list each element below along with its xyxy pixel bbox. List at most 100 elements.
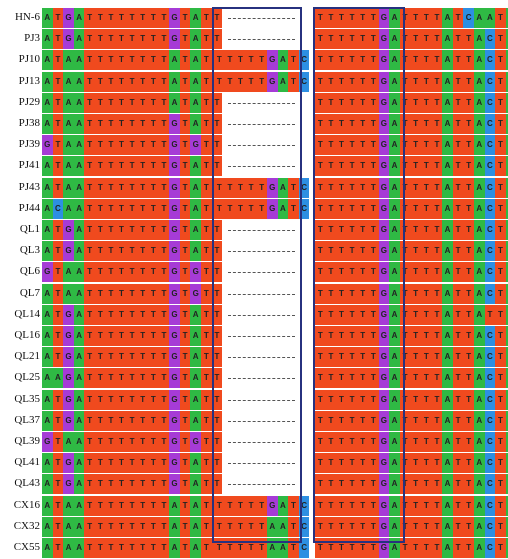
base-cell: G (378, 262, 390, 283)
base-cell: T (368, 453, 379, 474)
base-cell: T (148, 92, 159, 113)
base-cell: A (389, 50, 400, 71)
base-cell: T (116, 368, 127, 389)
base-cell: T (495, 92, 506, 113)
base-cell: A (389, 368, 400, 389)
base-cell: A (190, 538, 201, 558)
base-cell: T (325, 177, 337, 198)
base-cell: T (368, 495, 379, 516)
base-cell: G (63, 304, 74, 325)
sample-label: CX55 (13, 541, 40, 553)
base-cell: T (421, 198, 432, 219)
base-cell: T (410, 220, 421, 240)
base-cell: T (105, 453, 117, 474)
base-cell: T (368, 198, 379, 219)
base-cell: T (201, 71, 212, 92)
base-cell: T (179, 220, 191, 240)
base-cell: T (421, 177, 432, 198)
base-cell: T (399, 156, 411, 177)
base-cell: A (474, 495, 485, 516)
base-cell: A (505, 495, 508, 516)
base-cell: G (169, 262, 180, 283)
base-cell: A (42, 368, 53, 389)
base-cell: T (357, 283, 368, 304)
base-cell: T (288, 71, 299, 92)
base-cell: T (211, 389, 223, 410)
base-cell: A (52, 368, 64, 389)
base-cell: T (288, 198, 299, 219)
base-cell: T (463, 474, 474, 495)
base-cell: T (84, 29, 95, 50)
base-cell: T (179, 495, 191, 516)
base-cell: T (95, 538, 106, 558)
base-cell: T (357, 241, 368, 262)
base-cell: A (474, 156, 485, 177)
base-cell: T (126, 71, 138, 92)
base-cell: T (495, 495, 506, 516)
base-cell: T (315, 8, 326, 28)
base-cell: T (336, 432, 347, 452)
base-cell: A (389, 474, 400, 495)
base-cell: T (495, 347, 506, 368)
base-cell: T (325, 92, 337, 113)
alignment-row: QL39GTAATTTTTTTTGTGTTTTTTTTGATTTTATTACTA (0, 432, 508, 453)
base-cell: A (474, 347, 485, 368)
base-cell: G (42, 432, 53, 452)
base-cell: T (325, 71, 337, 92)
base-cell: T (211, 326, 223, 346)
base-cell: T (368, 92, 379, 113)
base-cell: T (431, 516, 443, 537)
sample-label: QL6 (19, 265, 40, 278)
base-cell: T (410, 326, 421, 346)
base-cell: T (421, 538, 432, 558)
base-cell: T (126, 304, 138, 325)
base-cell: T (105, 29, 117, 50)
base-cell: T (399, 304, 411, 325)
base-cell: C (484, 29, 496, 50)
base-cell: C (484, 220, 496, 240)
sample-label: QL25 (14, 371, 40, 384)
base-cell: A (73, 220, 85, 240)
base-cell: A (42, 495, 53, 516)
base-cell: G (378, 538, 390, 558)
base-cell: T (148, 538, 159, 558)
base-cell: T (179, 410, 191, 431)
gap-dashes (214, 114, 309, 134)
base-cell: T (201, 474, 212, 495)
base-cell: T (214, 538, 225, 558)
base-cell: A (474, 177, 485, 198)
base-cell: T (137, 389, 148, 410)
base-cell: T (158, 92, 170, 113)
base-cell: G (42, 262, 53, 283)
base-cell: T (357, 474, 368, 495)
base-cell: A (42, 198, 53, 219)
base-cell: T (431, 177, 443, 198)
base-cell: A (42, 50, 53, 71)
base-cell: T (368, 114, 379, 134)
base-cell: G (169, 326, 180, 346)
base-cell: T (336, 516, 347, 537)
base-cell: T (368, 347, 379, 368)
base-cell: T (346, 177, 358, 198)
base-cell: T (410, 8, 421, 28)
base-cell: T (224, 50, 236, 71)
base-cell: T (431, 71, 443, 92)
base-cell: T (495, 114, 506, 134)
base-cell: T (346, 71, 358, 92)
base-cell: T (399, 368, 411, 389)
base-cell: T (315, 220, 326, 240)
base-cell: T (431, 368, 443, 389)
base-cell: G (378, 516, 390, 537)
base-cell: G (169, 220, 180, 240)
conserved-region-box (313, 7, 405, 543)
base-cell: A (73, 135, 85, 156)
base-cell: T (336, 156, 347, 177)
base-cell: T (288, 495, 299, 516)
base-cell: T (346, 50, 358, 71)
base-cell: T (201, 538, 212, 558)
base-cell: T (346, 29, 358, 50)
base-cell: A (389, 389, 400, 410)
base-cell: T (179, 50, 191, 71)
base-cell: T (495, 304, 506, 325)
alignment-row: QL6GTAATTTTTTTTGTGTTTTTTTTGATTTTATTACTA (0, 262, 508, 283)
